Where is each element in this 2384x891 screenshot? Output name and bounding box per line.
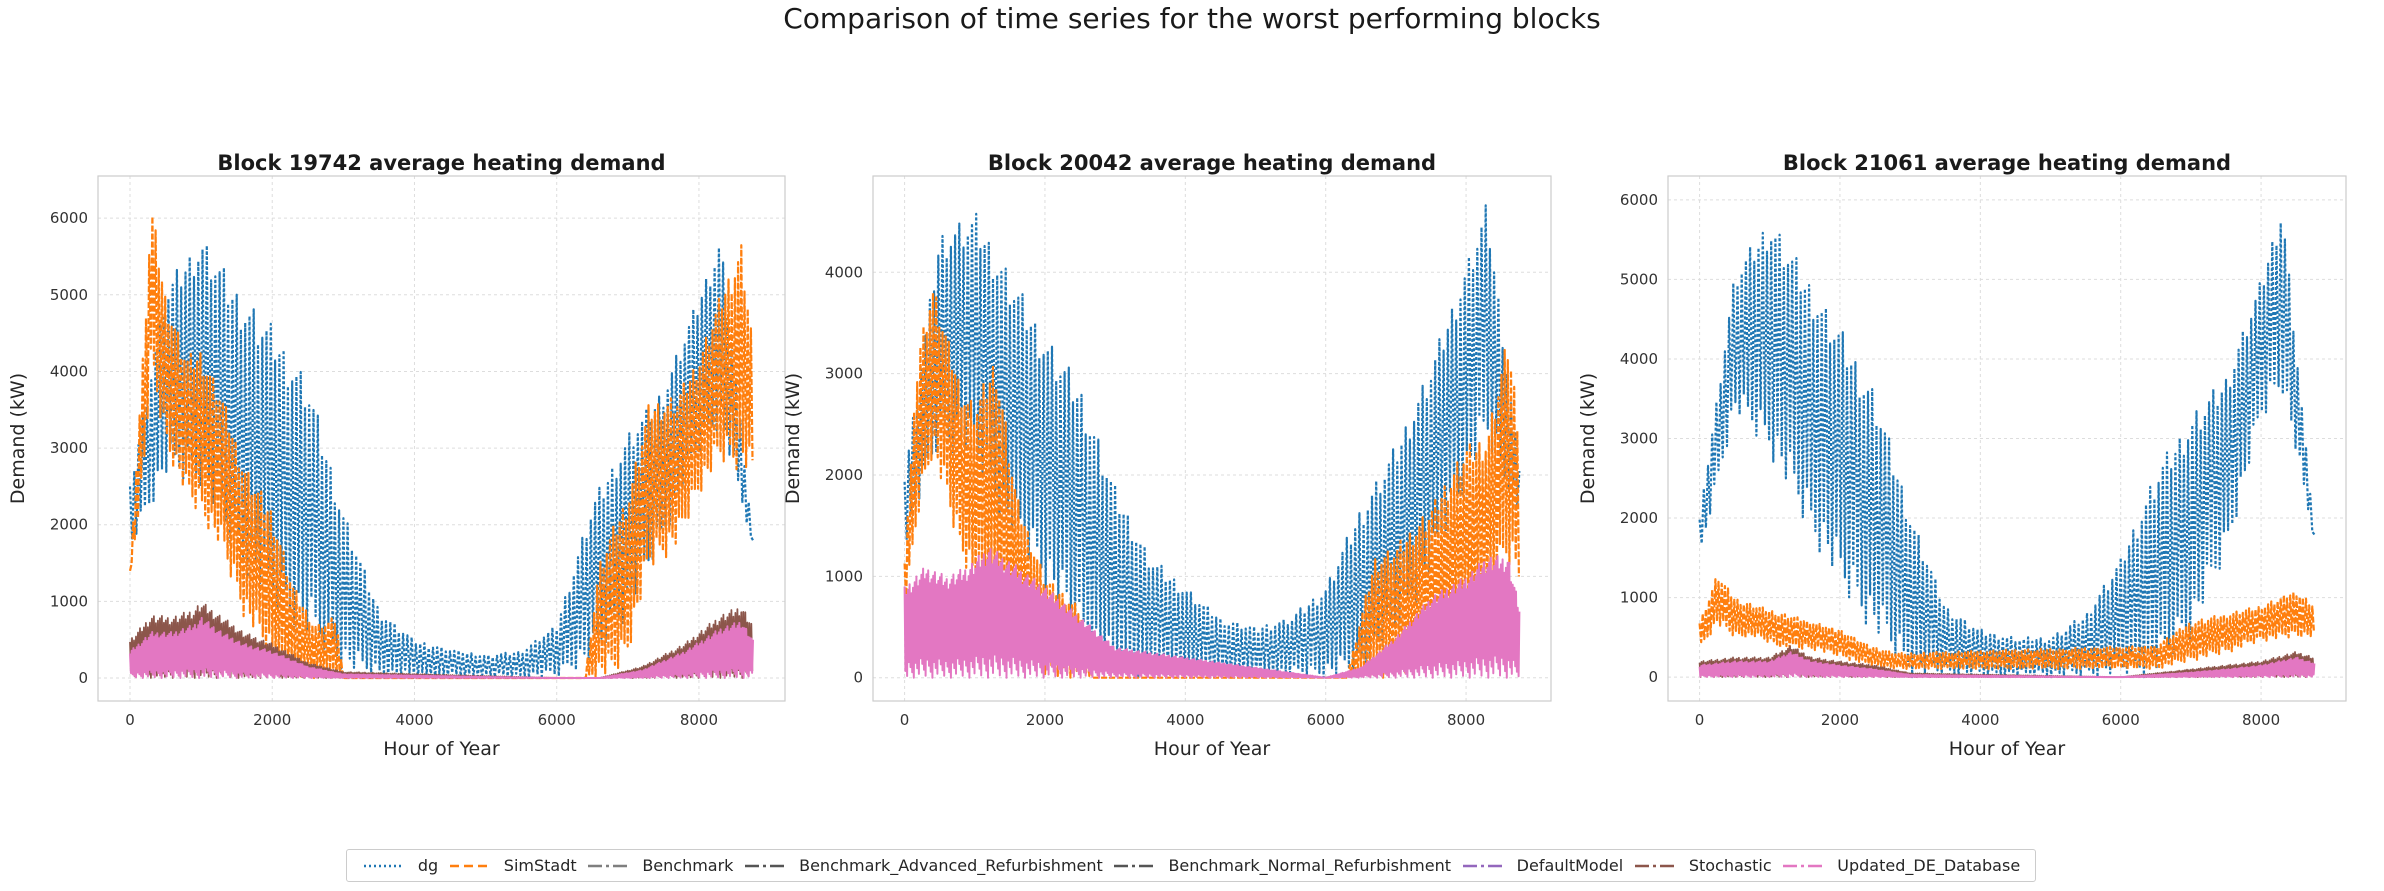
legend-swatch-benchmark-advanced <box>745 864 786 867</box>
legend-swatch-benchmark <box>588 864 629 867</box>
series-line-dg <box>1698 222 2316 679</box>
series-line-simstadt <box>1698 578 2315 671</box>
legend-item-simstadt: SimStadt <box>448 856 577 875</box>
legend-label: Updated_DE_Database <box>1837 856 2021 875</box>
x-tick-label: 2000 <box>1026 711 1064 729</box>
legend-item-benchmark: Benchmark <box>586 856 733 875</box>
x-tick-label: 4000 <box>1166 711 1204 729</box>
y-tick-label: 1000 <box>825 567 863 585</box>
x-tick-label: 8000 <box>2242 711 2280 729</box>
legend-item-stochastic: Stochastic <box>1633 856 1772 875</box>
legend-swatch-defaultmodel <box>1462 864 1503 867</box>
plot-frame <box>97 175 786 702</box>
x-tick-label: 4000 <box>1961 711 1999 729</box>
y-tick-label: 3000 <box>50 439 88 457</box>
legend-label: Stochastic <box>1688 856 1772 875</box>
x-tick-label: 6000 <box>538 711 576 729</box>
chart-title: Block 21061 average heating demand <box>1783 151 2231 175</box>
y-tick-label: 4000 <box>1620 350 1658 368</box>
x-tick-label: 0 <box>125 711 135 729</box>
legend-item-benchmark-normal: Benchmark_Normal_Refurbishment <box>1112 856 1451 875</box>
y-tick-label: 6000 <box>1620 191 1658 209</box>
legend-label: DefaultModel <box>1516 856 1624 875</box>
chart-panel-3: 0 2000 4000 6000 8000 0 1000 2000 3000 4000 5000 60… <box>1577 151 2347 760</box>
y-tick-label: 0 <box>78 669 88 687</box>
y-axis-label: Demand (kW) <box>7 373 29 504</box>
legend-label: dg <box>417 856 439 875</box>
y-tick-label: 4000 <box>50 362 88 380</box>
y-axis-label: Demand (kW) <box>1577 373 1599 504</box>
y-tick-label: 0 <box>853 669 863 687</box>
chart-title: Block 20042 average heating demand <box>988 151 1436 175</box>
plot-frame <box>872 175 1552 702</box>
legend-swatch-dg <box>363 864 404 867</box>
legend-swatch-stochastic <box>1634 864 1675 867</box>
y-tick-label: 1000 <box>1620 589 1658 607</box>
y-tick-label: 6000 <box>50 209 88 227</box>
legend-label: Benchmark_Advanced_Refurbishment <box>799 856 1103 875</box>
x-tick-label: 0 <box>900 711 910 729</box>
y-tick-label: 0 <box>1648 668 1658 686</box>
y-tick-label: 1000 <box>50 592 88 610</box>
y-tick-label: 4000 <box>825 263 863 281</box>
y-tick-label: 3000 <box>1620 430 1658 448</box>
x-tick-label: 8000 <box>1447 711 1485 729</box>
legend-item-updated-de-database: Updated_DE_Database <box>1781 856 2020 875</box>
x-axis-label: Hour of Year <box>383 738 500 760</box>
legend-item-defaultmodel: DefaultModel <box>1461 856 1624 875</box>
chart-panel-2: 0 2000 4000 6000 8000 0 1000 2000 3000 4000 Block … <box>782 151 1552 760</box>
legend-label: Benchmark <box>642 856 734 875</box>
series-line-updated-de-database <box>1698 651 2316 679</box>
x-axis-label: Hour of Year <box>1949 738 2066 760</box>
x-tick-label: 0 <box>1695 711 1705 729</box>
legend-item-dg: dg <box>362 856 438 875</box>
series-line-updated-de-database <box>129 616 754 679</box>
series-line-updated-de-database <box>903 547 1521 679</box>
figure-title: Comparison of time series for the worst … <box>783 2 1601 35</box>
legend-item-benchmark-advanced: Benchmark_Advanced_Refurbishment <box>743 856 1103 875</box>
y-axis-label: Demand (kW) <box>782 373 804 504</box>
x-tick-label: 2000 <box>253 711 291 729</box>
series-line-dg <box>903 204 1521 679</box>
legend-swatch-benchmark-normal <box>1114 864 1155 867</box>
legend-label: Benchmark_Normal_Refurbishment <box>1168 856 1451 875</box>
legend-swatch-updated-de-database <box>1783 864 1824 867</box>
y-tick-label: 5000 <box>50 286 88 304</box>
y-tick-label: 2000 <box>1620 509 1658 527</box>
y-tick-label: 2000 <box>825 466 863 484</box>
x-tick-label: 2000 <box>1821 711 1859 729</box>
x-tick-label: 8000 <box>680 711 718 729</box>
chart-title: Block 19742 average heating demand <box>217 151 665 175</box>
x-tick-label: 4000 <box>395 711 433 729</box>
y-tick-label: 5000 <box>1620 270 1658 288</box>
x-axis-label: Hour of Year <box>1154 738 1271 760</box>
legend: dg SimStadt Benchmark Benchmark_Advanced… <box>346 849 2036 882</box>
legend-swatch-simstadt <box>449 864 490 867</box>
legend-label: SimStadt <box>503 856 577 875</box>
chart-panel-1: 0 2000 4000 6000 8000 0 1000 2000 3000 4000 5000 60… <box>7 151 786 760</box>
y-tick-label: 3000 <box>825 365 863 383</box>
x-tick-label: 6000 <box>2102 711 2140 729</box>
plot-frame <box>1667 175 2347 702</box>
y-tick-label: 2000 <box>50 516 88 534</box>
x-tick-label: 6000 <box>1307 711 1345 729</box>
